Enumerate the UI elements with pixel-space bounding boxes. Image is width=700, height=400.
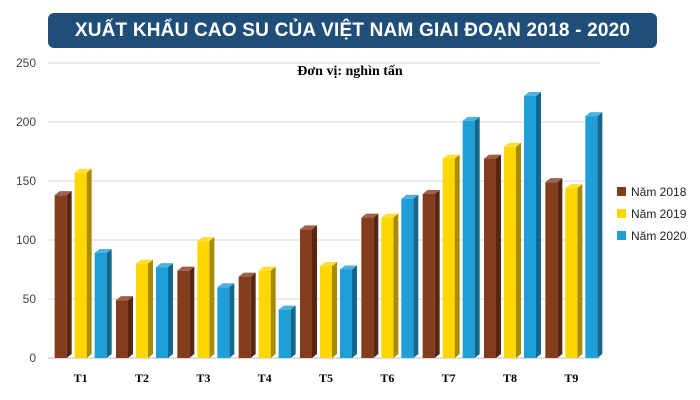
bar-T5-1 <box>300 225 317 358</box>
legend-swatch <box>617 209 626 218</box>
x-tick-label: T7 <box>442 371 456 385</box>
bar-T3-2 <box>197 237 215 358</box>
bar-T9-1 <box>545 178 563 358</box>
bar-T4-2 <box>258 266 276 358</box>
bar-T6-1 <box>361 213 379 358</box>
bar-T2-3 <box>156 263 173 358</box>
bar-T9-3 <box>585 112 603 358</box>
bar-T7-2 <box>442 154 460 358</box>
bar-T6-2 <box>381 213 399 358</box>
bar-T1-1 <box>54 191 72 358</box>
x-tick-label: T3 <box>196 371 210 385</box>
bar-T3-1 <box>177 266 195 358</box>
y-tick-label: 0 <box>29 351 36 365</box>
y-tick-label: 250 <box>16 56 36 70</box>
x-tick-label: T8 <box>503 371 517 385</box>
bar-T7-1 <box>422 189 440 358</box>
x-tick-label: T9 <box>564 371 578 385</box>
bar-T2-2 <box>136 259 153 358</box>
x-tick-label: T1 <box>74 371 88 385</box>
bar-T9-2 <box>565 184 583 358</box>
y-tick-label: 150 <box>16 174 36 188</box>
y-tick-label: 100 <box>16 233 36 247</box>
bar-T8-1 <box>484 154 501 358</box>
bar-T4-3 <box>278 305 296 358</box>
bar-T6-3 <box>401 194 419 358</box>
bar-T7-3 <box>462 116 480 358</box>
x-tick-label: T5 <box>319 371 333 385</box>
legend-swatch <box>617 187 626 196</box>
legend-label: Năm 2018 <box>631 185 687 199</box>
legend-label: Năm 2019 <box>631 207 687 221</box>
y-tick-label: 200 <box>16 115 36 129</box>
legend-swatch <box>617 231 626 240</box>
bar-T8-2 <box>504 142 521 358</box>
bar-T4-1 <box>238 272 256 358</box>
legend-label: Năm 2020 <box>631 229 687 243</box>
chart-subtitle: Đơn vị: nghìn tấn <box>297 64 403 79</box>
bar-T1-2 <box>74 168 92 358</box>
y-tick-label: 50 <box>23 292 37 306</box>
x-tick-label: T2 <box>135 371 149 385</box>
bar-T5-2 <box>320 261 337 358</box>
bar-T8-3 <box>524 92 541 358</box>
x-tick-label: T4 <box>258 371 272 385</box>
bar-T2-1 <box>116 296 133 358</box>
x-tick-label: T6 <box>380 371 394 385</box>
chart-title: XUẤT KHẨU CAO SU CỦA VIỆT NAM GIAI ĐOẠN … <box>48 13 657 48</box>
bar-T1-3 <box>94 248 112 358</box>
bar-T5-3 <box>340 265 357 358</box>
bar-T3-3 <box>217 283 235 358</box>
